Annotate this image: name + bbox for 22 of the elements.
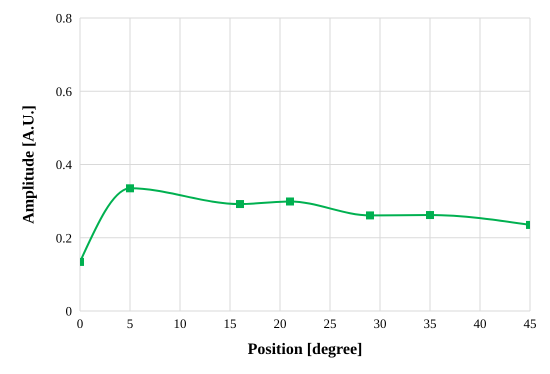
x-tick-label: 35 [424, 316, 436, 332]
x-tick-label: 0 [76, 316, 84, 332]
x-tick-label: 10 [174, 316, 186, 332]
y-tick-label: 0.8 [56, 10, 72, 26]
y-tick-label: 0.6 [56, 84, 72, 99]
x-tick-label: 20 [274, 316, 286, 332]
point [286, 197, 294, 206]
point [426, 211, 434, 220]
x-tick-label: 45 [524, 316, 536, 332]
y-axis-title: Amplitude [A.U.] [20, 105, 38, 224]
x-tick-label: 5 [126, 316, 134, 332]
point [126, 184, 134, 192]
point [236, 200, 244, 208]
y-tick-label: 0.2 [56, 230, 72, 246]
x-tick-label: 15 [224, 316, 236, 332]
y-tick-label: 0.4 [56, 157, 72, 172]
x-tick-label: 30 [374, 316, 386, 332]
x-tick-label: 25 [324, 316, 336, 332]
y-tick-label: 0 [66, 304, 72, 319]
x-tick-label: 40 [474, 316, 486, 332]
point [366, 211, 374, 220]
x-axis-title: Position [degree] [248, 341, 362, 358]
